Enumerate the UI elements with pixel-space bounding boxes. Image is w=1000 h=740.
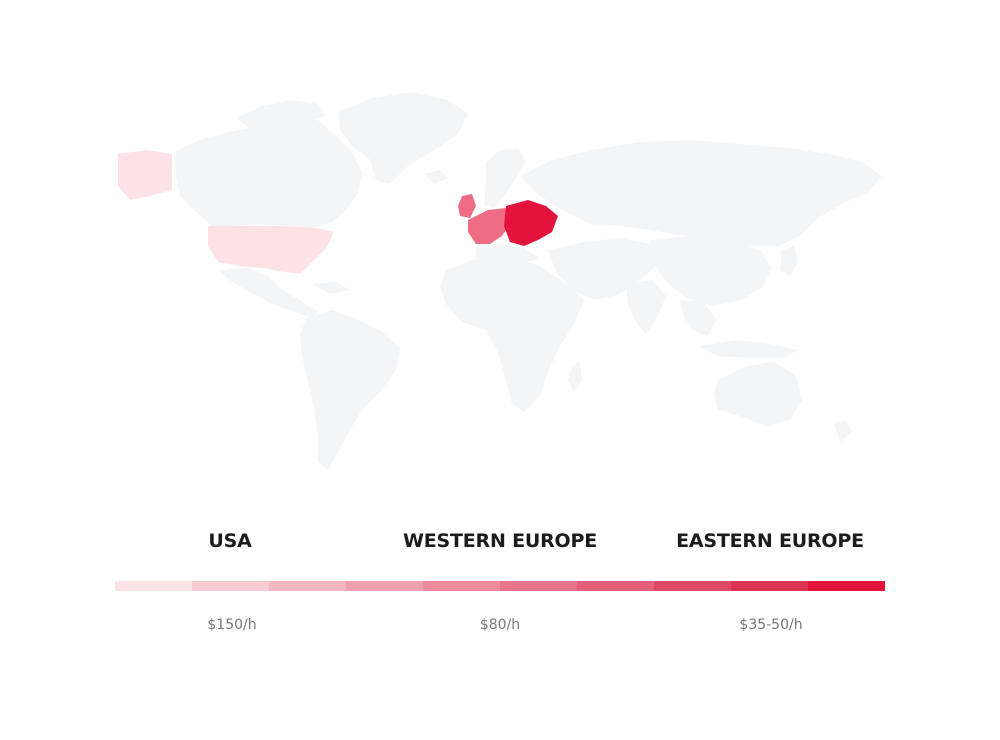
greenland-shape [338, 92, 468, 184]
madagascar-shape [568, 362, 582, 392]
scale-segment [808, 581, 885, 591]
uk-shape [458, 194, 476, 218]
scale-segment [731, 581, 808, 591]
caribbean-shape [312, 282, 350, 294]
china-shape [650, 236, 772, 306]
eastern-europe-shape [504, 200, 558, 246]
south-america-shape [300, 310, 400, 470]
world-map [118, 92, 882, 470]
scale-segment [423, 581, 500, 591]
southeast-asia-shape [680, 300, 716, 336]
scale-segment [654, 581, 731, 591]
russia-shape [520, 140, 882, 246]
scandinavia-shape [484, 148, 526, 208]
arctic-islands-shape [236, 100, 326, 128]
usa-alaska-shape [118, 150, 172, 200]
scale-segment [346, 581, 423, 591]
canada-shape [174, 116, 362, 228]
scale-segment [500, 581, 577, 591]
western-europe-shape [468, 208, 510, 244]
indonesia-shape [700, 340, 798, 358]
price-label-usa: $150/h [207, 617, 257, 633]
central-america-shape [218, 268, 318, 318]
price-label-eastern-europe: $35-50/h [739, 617, 803, 633]
india-shape [626, 280, 666, 334]
africa-shape [440, 258, 584, 412]
new-zealand-shape [834, 420, 852, 442]
southern-europe-shape [476, 244, 540, 264]
region-label-eastern-europe: EASTERN EUROPE [676, 530, 864, 552]
region-label-western-europe: WESTERN EUROPE [402, 530, 598, 552]
usa-shape [208, 226, 334, 274]
region-label-usa: USA [208, 530, 252, 552]
price-label-western-europe: $80/h [479, 617, 521, 633]
scale-segment [115, 581, 192, 591]
australia-shape [714, 362, 802, 426]
price-labels: $150/h $80/h $35-50/h [0, 617, 1000, 637]
scale-segment [192, 581, 269, 591]
color-scale-bar [115, 581, 885, 591]
region-labels: USA WESTERN EUROPE EASTERN EUROPE [0, 530, 1000, 564]
scale-segment [269, 581, 346, 591]
japan-shape [780, 246, 798, 276]
iceland-shape [424, 170, 448, 184]
scale-segment [577, 581, 654, 591]
